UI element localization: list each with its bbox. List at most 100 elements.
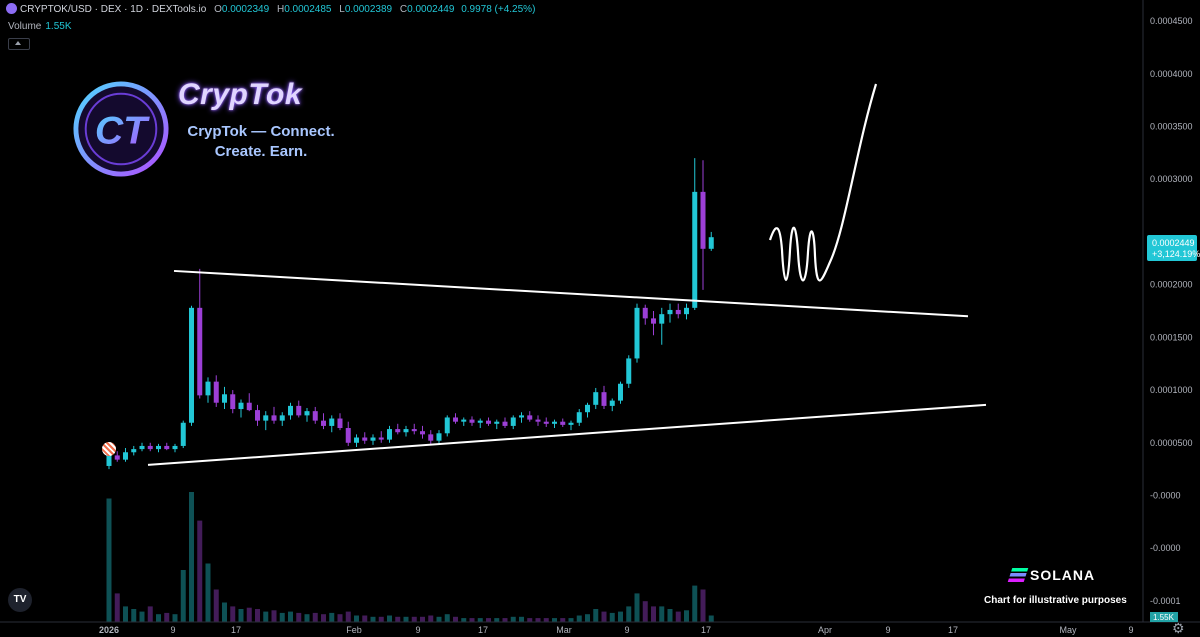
close-label: C bbox=[399, 4, 408, 15]
price-tick: 0.0003500 bbox=[1150, 122, 1193, 132]
trendline bbox=[147, 403, 987, 466]
projection-path bbox=[768, 83, 878, 282]
volume-bar bbox=[180, 570, 186, 622]
candle-body bbox=[675, 309, 681, 315]
low-label: L bbox=[339, 4, 345, 15]
volume-bar bbox=[403, 616, 409, 622]
volume-bar bbox=[370, 616, 376, 622]
brand-name: CrypTok bbox=[178, 78, 303, 111]
volume-bar bbox=[312, 612, 318, 622]
candle-body bbox=[255, 410, 260, 421]
volume-bar bbox=[123, 606, 128, 622]
candle-body bbox=[164, 445, 170, 450]
trendline bbox=[173, 269, 969, 318]
volume-bar bbox=[213, 589, 219, 622]
candle-body bbox=[568, 422, 574, 425]
candle-body bbox=[552, 421, 557, 424]
volume-bar bbox=[246, 607, 252, 622]
candle-body bbox=[609, 400, 615, 406]
candle-body bbox=[263, 415, 269, 421]
candle-body bbox=[527, 415, 533, 420]
settings-gear-icon[interactable]: ⚙ bbox=[1172, 620, 1185, 636]
volume-bar bbox=[461, 618, 467, 622]
volume-bar bbox=[527, 618, 533, 622]
volume-bar bbox=[395, 616, 401, 622]
volume-bar bbox=[626, 606, 632, 622]
tagline-line-1: CrypTok — Connect. bbox=[187, 123, 335, 140]
candle-body bbox=[618, 383, 623, 401]
solana-badge: SOLANA bbox=[1007, 567, 1095, 583]
cryptok-logo: CT bbox=[73, 81, 169, 177]
volume-bar bbox=[609, 612, 615, 622]
candle-body bbox=[304, 411, 310, 416]
volume-bar bbox=[568, 618, 574, 622]
volume-bar bbox=[387, 615, 392, 622]
candle-body bbox=[708, 237, 714, 249]
disclaimer-note: Chart for illustrative purposes bbox=[984, 595, 1127, 606]
volume-bar bbox=[444, 614, 450, 622]
high-value: 0.0002485 bbox=[284, 4, 332, 15]
volume-bar bbox=[279, 612, 285, 622]
time-tick: Mar bbox=[556, 625, 572, 635]
volume-legend[interactable]: Volume 1.55K bbox=[8, 21, 72, 32]
candle-body bbox=[114, 455, 120, 460]
tradingview-logo-icon[interactable]: TV bbox=[8, 588, 32, 612]
volume-bar bbox=[708, 615, 714, 622]
solana-icon bbox=[1007, 568, 1029, 582]
time-tick: 9 bbox=[624, 625, 629, 635]
volume-bar bbox=[106, 498, 112, 622]
candle-body bbox=[469, 419, 475, 423]
volume-bar bbox=[288, 611, 293, 622]
candle-body bbox=[510, 417, 516, 426]
candle-body bbox=[288, 405, 293, 416]
symbol-title: CRYPTOK/USD · DEX · 1D · DEXTools.io bbox=[20, 4, 207, 15]
volume-bar bbox=[114, 593, 120, 622]
volume-tag-text: 1.55K bbox=[1153, 613, 1175, 622]
candle-body bbox=[444, 417, 450, 434]
current-price-tag: 0.0002449 +3,124.19% bbox=[1147, 235, 1200, 261]
candle-body bbox=[486, 420, 491, 424]
candle-body bbox=[700, 191, 706, 249]
price-tick: -0.0000 bbox=[1150, 491, 1181, 501]
volume-bar bbox=[329, 612, 335, 622]
candle-body bbox=[519, 415, 524, 418]
candle-body bbox=[560, 421, 566, 425]
volume-bar bbox=[164, 612, 170, 622]
candle-body bbox=[477, 420, 483, 423]
low-value: 0.0002389 bbox=[344, 4, 393, 15]
event-marker-icon[interactable] bbox=[102, 442, 116, 456]
time-tick: 9 bbox=[885, 625, 890, 635]
time-tick: Feb bbox=[346, 625, 362, 635]
volume-bar bbox=[255, 609, 260, 622]
volume-bar bbox=[651, 606, 656, 622]
collapse-legend-button[interactable] bbox=[8, 38, 30, 50]
price-tick: 0.0000500 bbox=[1150, 438, 1193, 448]
high-label: H bbox=[276, 4, 285, 15]
svg-text:CT: CT bbox=[95, 110, 150, 153]
volume-bar bbox=[535, 618, 541, 622]
candle-body bbox=[403, 429, 409, 433]
volume-bar bbox=[304, 614, 310, 622]
candle-body bbox=[147, 445, 153, 450]
candle-body bbox=[197, 307, 203, 396]
volume-bar bbox=[147, 606, 153, 622]
volume-bar bbox=[486, 618, 491, 622]
volume-bar bbox=[411, 616, 417, 622]
candle-body bbox=[684, 307, 689, 315]
candle-body bbox=[337, 418, 343, 429]
candle-body bbox=[395, 429, 401, 433]
candle-body bbox=[189, 307, 194, 423]
symbol-header[interactable]: CRYPTOK/USD · DEX · 1D · DEXTools.io O0.… bbox=[6, 3, 535, 15]
time-tick: Apr bbox=[818, 625, 832, 635]
volume-value: 1.55K bbox=[45, 21, 72, 32]
volume-bar bbox=[321, 614, 326, 622]
volume-bar bbox=[238, 609, 244, 622]
time-tick: 17 bbox=[231, 625, 241, 635]
current-price: 0.0002449 bbox=[1152, 238, 1195, 248]
candle-body bbox=[543, 421, 549, 424]
time-tick: May bbox=[1059, 625, 1077, 635]
candle-body bbox=[593, 392, 599, 405]
candle-body bbox=[131, 449, 137, 453]
volume-bar bbox=[378, 616, 384, 622]
